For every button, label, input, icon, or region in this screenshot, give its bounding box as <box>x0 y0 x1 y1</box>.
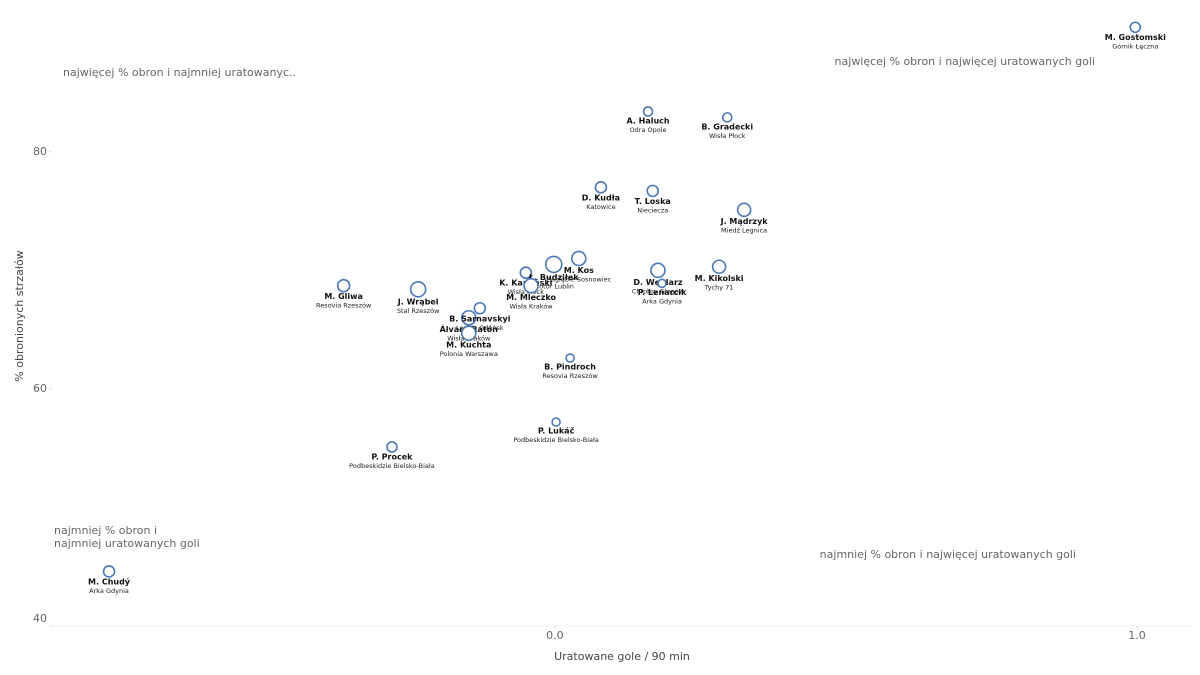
quadrant-annotation: najwięcej % obron i najwięcej uratowanyc… <box>835 55 1095 68</box>
point-team: Nieciecza <box>637 206 668 214</box>
point <box>519 266 533 279</box>
point-label: M. Kikolski <box>695 274 744 283</box>
point-label: M. Gliwa <box>324 292 363 301</box>
point <box>646 184 660 198</box>
point-team: Odra Opole <box>630 126 667 134</box>
point-team: Lechia Gdańsk <box>456 324 504 332</box>
point <box>102 565 116 578</box>
quadrant-annotation: najmniej uratowanych goli <box>54 537 200 550</box>
point <box>523 277 539 294</box>
point-team: Wisła Kraków <box>510 303 554 311</box>
point-label: M. Mleczko <box>506 293 556 302</box>
point <box>657 278 667 289</box>
quadrant-annotation: najwięcej % obron i najmniej uratowanyc.… <box>63 66 296 79</box>
point-team: Resovia Rzeszów <box>316 302 372 310</box>
point-team: Arka Gdynia <box>89 587 129 595</box>
point <box>594 181 608 194</box>
point-label: J. Mądrzyk <box>720 217 769 226</box>
quadrant-annotation: najmniej % obron i <box>54 524 157 537</box>
x-axis-label: Uratowane gole / 90 min <box>554 650 690 663</box>
point <box>642 106 654 117</box>
point-label: M. Kuchta <box>446 341 491 350</box>
point <box>473 301 487 315</box>
point-label: T. Loska <box>635 197 671 206</box>
point-label: P. Procek <box>371 452 413 461</box>
point-label: Ł. Budziłek <box>528 273 579 282</box>
point-label: B. Gradecki <box>701 122 753 131</box>
point-label: M. Chudý <box>88 577 131 586</box>
point-label: B. Pindroch <box>544 363 596 372</box>
point <box>711 259 727 275</box>
point-team: Katowice <box>586 203 615 211</box>
point-label: P. Lukáč <box>538 426 575 436</box>
point-team: Wisła Płock <box>508 288 545 296</box>
point <box>1129 21 1142 34</box>
point <box>570 250 587 267</box>
y-tick-label: 40 <box>33 612 47 625</box>
point <box>386 441 398 453</box>
point <box>565 353 575 363</box>
point-team: Chrobry Głogów <box>632 287 685 295</box>
point <box>336 278 351 293</box>
x-tick-label: 0.0 <box>546 629 564 642</box>
point-team: Wisła Płock <box>709 132 746 140</box>
y-tick-label: 60 <box>33 382 47 395</box>
point <box>721 112 733 123</box>
point-team: Zagłębie Sosnowiec <box>546 275 611 283</box>
point <box>551 417 561 427</box>
point-team: Górnik Łęczna <box>1112 42 1158 50</box>
point-label: B. Sarnavskyi <box>449 314 511 323</box>
point-team: Miedź Legnica <box>721 226 767 234</box>
point-team: Polonia Warszawa <box>440 350 498 358</box>
point-team: Motor Lublin <box>534 282 574 290</box>
point <box>736 202 752 218</box>
point <box>460 325 477 341</box>
y-tick-label: 80 <box>33 145 47 158</box>
point-label: D. Kudła <box>582 193 620 202</box>
point <box>544 255 563 274</box>
point-team: Stal Rzeszów <box>397 307 440 315</box>
quadrant-annotation: najmniej % obron i najwięcej uratowanych… <box>820 548 1076 561</box>
point <box>409 280 427 298</box>
point-label: M. Gostomski <box>1105 33 1166 42</box>
point-team: Resovia Rzeszów <box>542 372 598 380</box>
point-team: Tychy 71 <box>704 283 734 291</box>
y-axis-label: % obronionych strzałów <box>13 250 26 381</box>
point-team: Podbeskidzie Bielsko-Biała <box>513 436 599 444</box>
point-label: P. Lenarcik <box>638 288 687 297</box>
point-team: Podbeskidzie Bielsko-Biała <box>349 462 435 470</box>
point-label: J. Wrąbel <box>397 297 439 306</box>
point-label: M. Kos <box>564 266 594 275</box>
x-tick-label: 1.0 <box>1128 629 1146 642</box>
point <box>650 262 666 279</box>
point-team: Arka Gdynia <box>642 297 682 305</box>
point <box>460 309 477 326</box>
point-label: A. Haluch <box>626 116 669 125</box>
